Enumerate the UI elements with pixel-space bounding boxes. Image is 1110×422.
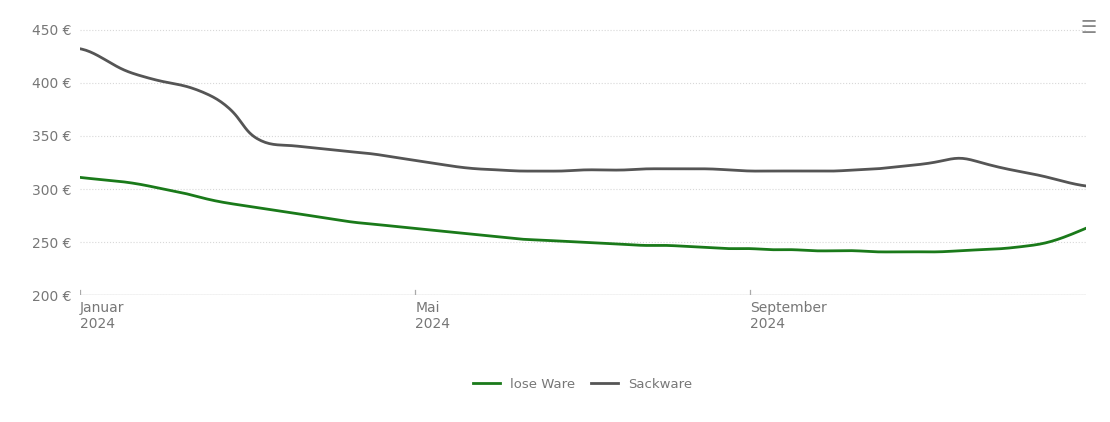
Sackware xyxy=(73,46,87,51)
lose Ware xyxy=(899,249,912,254)
Sackware xyxy=(557,168,571,173)
lose Ware xyxy=(1057,235,1070,240)
Line: lose Ware: lose Ware xyxy=(80,177,1086,252)
Sackware xyxy=(1054,178,1068,183)
Legend: lose Ware, Sackware: lose Ware, Sackware xyxy=(466,371,699,398)
lose Ware xyxy=(73,175,87,180)
lose Ware xyxy=(551,238,564,243)
lose Ware xyxy=(672,243,685,249)
Sackware xyxy=(1079,184,1092,189)
Sackware xyxy=(617,168,630,173)
Sackware xyxy=(898,163,911,168)
Text: ☰: ☰ xyxy=(1080,19,1097,37)
Line: Sackware: Sackware xyxy=(80,49,1086,186)
lose Ware xyxy=(877,249,890,254)
lose Ware xyxy=(617,242,630,247)
Sackware xyxy=(551,168,564,173)
lose Ware xyxy=(557,239,571,244)
Sackware xyxy=(672,166,685,171)
lose Ware xyxy=(1079,226,1092,231)
